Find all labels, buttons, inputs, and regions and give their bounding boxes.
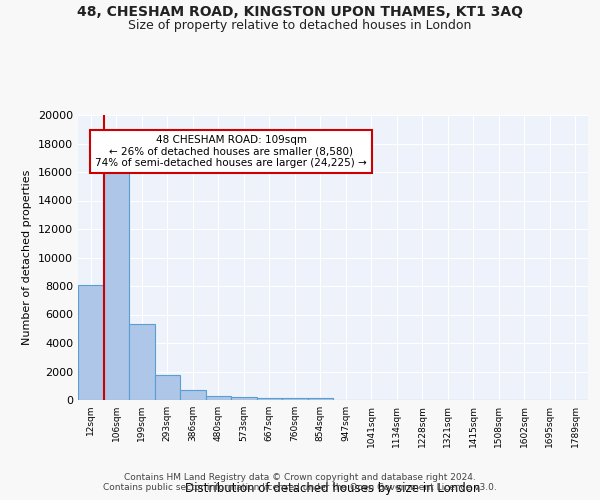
Y-axis label: Number of detached properties: Number of detached properties [22, 170, 32, 345]
Bar [257, 398, 282, 400]
Bar [129, 324, 155, 400]
Bar [155, 375, 180, 400]
Text: 48 CHESHAM ROAD: 109sqm
← 26% of detached houses are smaller (8,580)
74% of semi: 48 CHESHAM ROAD: 109sqm ← 26% of detache… [95, 135, 367, 168]
Text: Contains HM Land Registry data © Crown copyright and database right 2024.: Contains HM Land Registry data © Crown c… [124, 472, 476, 482]
Bar [78, 284, 104, 400]
Text: Distribution of detached houses by size in London: Distribution of detached houses by size … [185, 482, 481, 495]
Bar [231, 397, 257, 400]
Bar [104, 165, 129, 400]
Text: Contains public sector information licensed under the Open Government Licence v3: Contains public sector information licen… [103, 484, 497, 492]
Bar [205, 396, 231, 400]
Bar [308, 398, 333, 400]
Bar [180, 390, 205, 400]
Text: 48, CHESHAM ROAD, KINGSTON UPON THAMES, KT1 3AQ: 48, CHESHAM ROAD, KINGSTON UPON THAMES, … [77, 5, 523, 19]
Text: Size of property relative to detached houses in London: Size of property relative to detached ho… [128, 19, 472, 32]
Bar [282, 398, 308, 400]
